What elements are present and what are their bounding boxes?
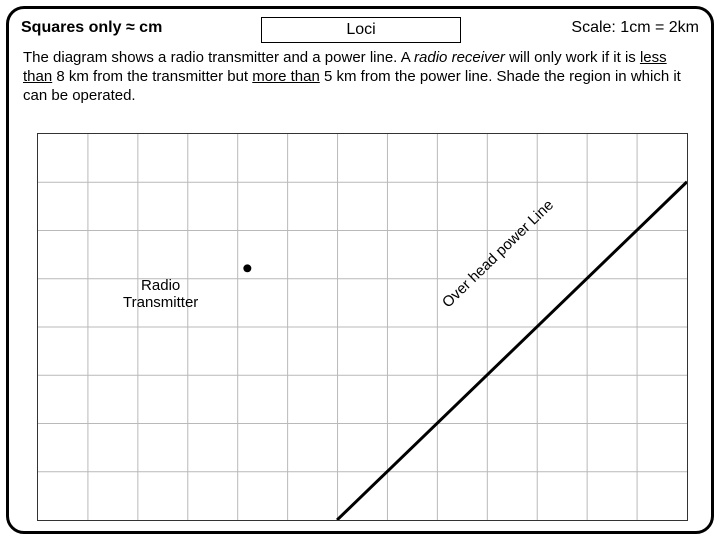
desc-seg-1: The diagram shows a radio transmitter an…: [23, 49, 414, 66]
header: Squares only ≈ cm Loci Scale: 1cm = 2km: [21, 17, 699, 45]
squares-text: Squares only: [21, 19, 121, 36]
desc-seg-ul2: more than: [252, 68, 320, 85]
transmitter-label-line1: Radio: [141, 277, 180, 294]
title-text: Loci: [346, 21, 375, 38]
transmitter-label: Radio Transmitter: [123, 277, 198, 312]
squares-unit: cm: [139, 19, 162, 36]
grid-area: [37, 133, 688, 521]
desc-seg-3: 8 km from the transmitter but: [52, 68, 252, 85]
scale-label: Scale: 1cm = 2km: [571, 19, 699, 37]
desc-seg-2: will only work if it is: [505, 49, 640, 66]
transmitter-dot: [243, 264, 251, 272]
transmitter-label-line2: Transmitter: [123, 294, 198, 311]
squares-only-label: Squares only ≈ cm: [21, 19, 162, 37]
title-box: Loci: [261, 17, 461, 43]
slide-frame: Squares only ≈ cm Loci Scale: 1cm = 2km …: [6, 6, 714, 534]
description: The diagram shows a radio transmitter an…: [23, 49, 697, 105]
approx-symbol: ≈: [126, 19, 135, 36]
desc-seg-italic: radio receiver: [414, 49, 505, 66]
grid-svg: [38, 134, 687, 520]
